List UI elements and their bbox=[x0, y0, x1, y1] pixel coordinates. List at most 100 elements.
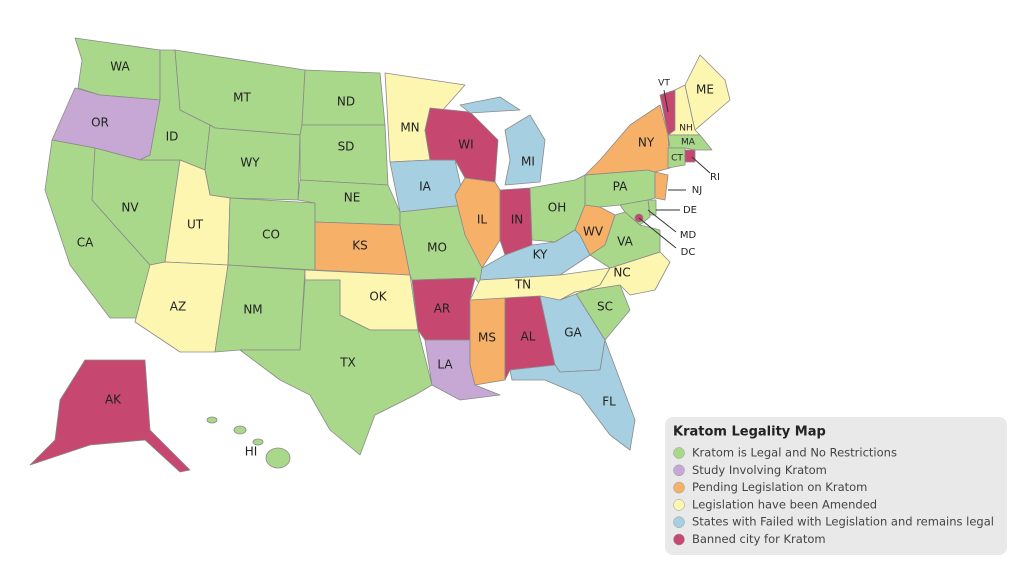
state bbox=[559, 251, 671, 301]
legend: Kratom Legality Map Kratom is Legal and … bbox=[665, 417, 1007, 555]
leader-line bbox=[691, 156, 711, 174]
state-label: ID bbox=[166, 130, 179, 144]
state-label: AZ bbox=[170, 300, 186, 314]
state-label: OK bbox=[369, 290, 387, 304]
state-label: HI bbox=[245, 445, 258, 459]
state-label: MD bbox=[680, 230, 697, 241]
legend-label: States with Failed with Legislation and … bbox=[692, 515, 994, 529]
state-label: NE bbox=[344, 191, 361, 205]
legend-title: Kratom Legality Map bbox=[673, 425, 826, 440]
state-shape bbox=[559, 251, 671, 301]
state bbox=[459, 96, 546, 186]
legend-swatch bbox=[673, 516, 685, 528]
state-label: OR bbox=[91, 116, 109, 130]
legend-items: Kratom is Legal and No Restrictions Study… bbox=[673, 446, 994, 546]
state-label: MN bbox=[400, 121, 419, 135]
state-label: VA bbox=[617, 235, 633, 249]
state-label: AK bbox=[105, 393, 122, 407]
state-label: MA bbox=[681, 138, 696, 148]
state-label: VT bbox=[658, 79, 670, 89]
legend-swatch bbox=[673, 464, 685, 477]
state-label: ND bbox=[337, 95, 355, 109]
legend-box bbox=[665, 417, 1007, 555]
legend-label: Banned city for Kratom bbox=[692, 532, 826, 546]
leader-line bbox=[638, 217, 677, 249]
state-label: IL bbox=[477, 213, 488, 227]
state-label: IA bbox=[419, 180, 432, 194]
state-label: KY bbox=[533, 248, 548, 262]
state-label: CO bbox=[262, 228, 280, 242]
state-label: LA bbox=[437, 358, 453, 372]
state-shape bbox=[654, 171, 669, 201]
state-label: TX bbox=[339, 356, 356, 370]
state-label: WY bbox=[240, 156, 260, 170]
state-label: UT bbox=[187, 218, 204, 232]
state-label: WI bbox=[458, 138, 473, 152]
state-label: AR bbox=[434, 302, 451, 316]
states bbox=[29, 37, 731, 473]
legend-swatch bbox=[673, 499, 685, 511]
state-label: NM bbox=[243, 303, 262, 317]
state-label: NH bbox=[679, 124, 693, 134]
legend-label: Kratom is Legal and No Restrictions bbox=[692, 446, 897, 460]
state-label: DE bbox=[683, 205, 697, 216]
state-label: NY bbox=[638, 136, 655, 150]
state-label: CT bbox=[671, 154, 683, 164]
state-shape bbox=[584, 104, 671, 176]
state-shape bbox=[684, 149, 696, 163]
state bbox=[684, 54, 731, 131]
state-label: WV bbox=[583, 225, 604, 239]
state bbox=[206, 416, 291, 469]
state-label: NV bbox=[121, 201, 139, 215]
state bbox=[29, 359, 191, 473]
state-shape bbox=[667, 147, 686, 169]
state bbox=[389, 159, 466, 213]
legend-swatch bbox=[673, 481, 685, 494]
leader-line bbox=[663, 89, 669, 113]
state-label: RI bbox=[710, 172, 720, 183]
state-label: MT bbox=[233, 91, 251, 105]
leader-line bbox=[647, 209, 677, 233]
state-label: SD bbox=[338, 140, 355, 154]
state-shape bbox=[265, 447, 291, 469]
state bbox=[584, 104, 671, 176]
state-label: KS bbox=[352, 239, 368, 253]
state-label: OH bbox=[548, 201, 566, 215]
state bbox=[509, 339, 636, 451]
state-shape bbox=[509, 339, 636, 451]
state bbox=[684, 149, 696, 163]
state-label: FL bbox=[602, 395, 616, 409]
state-label: TN bbox=[514, 278, 531, 292]
state-shape bbox=[389, 159, 466, 213]
state bbox=[654, 171, 669, 201]
state-shape bbox=[454, 177, 501, 269]
state-label: WA bbox=[110, 60, 130, 74]
state-shape bbox=[233, 425, 247, 435]
state-shape bbox=[684, 54, 731, 131]
state-shape bbox=[29, 359, 191, 473]
state-shape bbox=[504, 114, 546, 186]
state-label: MS bbox=[478, 331, 496, 345]
state-label: DC bbox=[681, 247, 696, 258]
state-label: MI bbox=[521, 155, 535, 169]
state-label: NJ bbox=[692, 185, 702, 196]
state-shape bbox=[459, 96, 521, 114]
state-label: NC bbox=[613, 266, 630, 280]
state-label: ME bbox=[696, 83, 714, 97]
state bbox=[454, 177, 501, 269]
state-label: MO bbox=[427, 241, 447, 255]
state-label: PA bbox=[613, 180, 628, 194]
legend-label: Pending Legislation on Kratom bbox=[692, 480, 867, 494]
state-label: IN bbox=[511, 213, 524, 227]
legend-label: Legislation have been Amended bbox=[692, 497, 877, 511]
state-label: AL bbox=[521, 330, 536, 344]
state-label: CA bbox=[77, 236, 94, 250]
state bbox=[667, 147, 686, 169]
legend-label: Study Involving Kratom bbox=[692, 463, 827, 477]
state-label: SC bbox=[597, 300, 613, 314]
state-labels: WA OR CA NV ID MT WY UT AZ CO NM ND SD NE KS OK TX MN IA MO… bbox=[77, 60, 720, 459]
state-label: GA bbox=[564, 326, 582, 340]
state-shape bbox=[299, 124, 389, 186]
state-shape bbox=[252, 438, 264, 446]
